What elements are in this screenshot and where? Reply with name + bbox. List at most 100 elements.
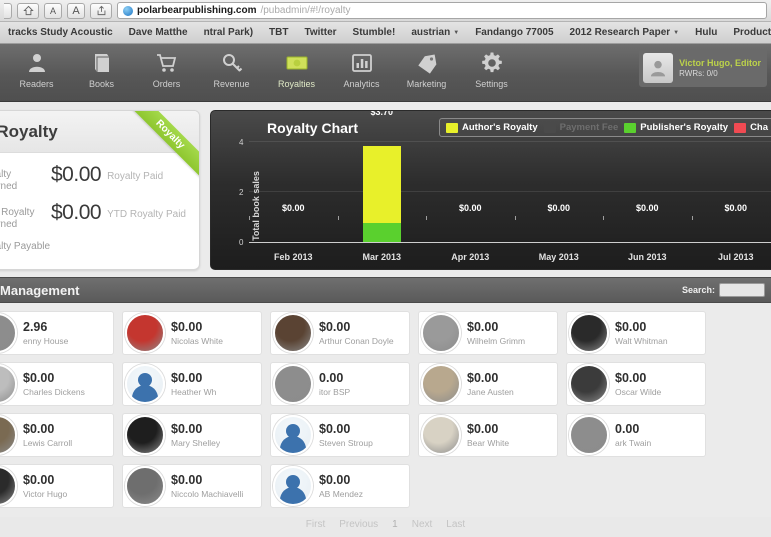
chart-bar-column: $0.00 [249,151,338,242]
user-rwrs: RWRs: 0/0 [679,68,718,78]
bookmark-item[interactable]: 2012 Research Paper ▼ [562,27,688,38]
author-royalty-card[interactable]: $0.00 Arthur Conan Doyle [270,311,410,355]
legend-label: Publisher's Royalty [640,122,729,133]
pagination: First Previous 1 Next Last [0,515,771,530]
author-avatar [0,313,17,353]
author-royalty-card[interactable]: $0.00 Jane Austen [418,362,558,406]
author-royalty-card[interactable]: 0.00 itor BSP [270,362,410,406]
pagination-last[interactable]: Last [446,519,466,530]
legend-entry[interactable]: Author's Royalty [446,122,538,133]
back-button[interactable] [4,2,12,19]
royalty-row-right-label: Royalty Paid [107,171,164,182]
nav-item-orders[interactable]: Orders [134,44,199,89]
bookmark-label: Twitter [304,27,337,38]
app-navigation: Readers Books Orders Revenue Royalties Analyt… [0,44,771,102]
author-royalty-card[interactable]: 0.00 ark Twain [566,413,706,457]
legend-entry[interactable]: Payment Fee [543,122,618,133]
url-domain: polarbearpublishing.com [137,5,257,16]
author-royalty-card[interactable]: $0.00 Nicolas White [122,311,262,355]
home-icon[interactable] [17,2,39,19]
x-axis-label: Apr 2013 [451,252,490,262]
author-avatar [421,313,461,353]
person-icon [25,50,49,76]
author-avatar [273,466,313,506]
chart-bar-column: $0.00 [426,151,515,242]
pagination-first[interactable]: First [305,519,326,530]
search-input[interactable] [719,283,765,297]
bookmark-item[interactable]: Hulu [687,27,725,38]
author-royalty-card[interactable]: $0.00 Oscar Wilde [566,362,706,406]
text-large-icon[interactable]: A [67,2,85,19]
x-axis-tick [514,216,516,220]
author-name: Heather Wh [171,386,217,397]
chart-bar-value-label: $0.00 [281,203,305,213]
author-royalty-card[interactable]: $0.00 Niccolo Machiavelli [122,464,262,508]
author-avatar [0,415,17,455]
nav-item-marketing[interactable]: Marketing [394,44,459,89]
nav-item-label: Analytics [343,79,380,89]
author-name: itor BSP [319,386,351,397]
bookmark-item[interactable]: ntral Park) [196,27,261,38]
nav-item-analytics[interactable]: Analytics [329,44,394,89]
dashboard-top: r Royalty Royalty oyalty Earned$0.00Roya… [0,102,771,277]
url-bar[interactable]: polarbearpublishing.com /pubadmin/#!/roy… [117,2,767,19]
bookmark-item[interactable]: Dave Matthe [121,27,196,38]
nav-item-label: Orders [152,79,181,89]
chart-title: Royalty Chart [267,120,359,136]
bookmark-item[interactable]: tracks Study Acoustic [0,27,121,38]
nav-item-books[interactable]: Books [69,44,134,89]
bookmark-item[interactable]: Twitter [297,27,345,38]
royalty-card-title: r Royalty [0,111,199,153]
author-name: ark Twain [615,437,652,448]
author-royalty-card[interactable]: 2.96 enny House [0,311,114,355]
nav-item-revenue[interactable]: Revenue [199,44,264,89]
bookmark-item[interactable]: austrian ▼ [403,27,467,38]
nav-item-settings[interactable]: Settings [459,44,524,89]
pagination-next[interactable]: Next [411,519,433,530]
author-avatar [273,415,313,455]
bookmark-label: austrian [411,27,451,38]
author-name: AB Mendez [319,488,363,499]
author-royalty-amount: $0.00 [319,421,351,436]
pagination-previous[interactable]: Previous [339,519,379,530]
user-menu[interactable]: Victor Hugo, Editor RWRs: 0/0 [639,49,767,87]
legend-entry[interactable]: Publisher's Royalty [624,122,728,133]
chart-bar-value-label: $0.00 [547,203,571,213]
text-small-icon[interactable]: A [44,2,62,19]
globe-icon [123,5,133,16]
pagination-1[interactable]: 1 [392,519,398,530]
y-axis-tick: 2 [239,188,244,197]
royalty-row-left-label: oyalty Earned [0,169,18,192]
author-royalty-card[interactable]: $0.00 Victor Hugo [0,464,114,508]
nav-item-royalties[interactable]: Royalties [264,44,329,89]
authors-grid-wrap: 2.96 enny House $0.00 Nicolas White $0.00 Art… [0,303,771,530]
user-name: Victor Hugo, Editor [679,57,761,68]
share-icon[interactable] [90,2,112,19]
chevron-down-icon: ▼ [673,29,680,36]
author-royalty-card[interactable]: $0.00 Steven Stroup [270,413,410,457]
bookmark-item[interactable]: Fandango 77005 [467,27,561,38]
author-avatar [421,364,461,404]
author-royalty-card[interactable]: $0.00 Heather Wh [122,362,262,406]
author-royalty-card[interactable]: $0.00 Lewis Carroll [0,413,114,457]
bookmark-label: TBT [269,27,289,38]
cart-icon [155,50,179,76]
chart-x-axis [249,242,771,243]
author-royalty-card[interactable]: $0.00 Charles Dickens [0,362,114,406]
chart-legend: Author's Royalty Payment Fee Publisher's R… [439,118,771,137]
author-royalty-card[interactable]: $0.00 Mary Shelley [122,413,262,457]
key-icon [220,50,244,76]
bookmarks-bar: tracks Study Acoustic Dave Matthe ntral Pa… [0,22,771,44]
author-royalty-card[interactable]: $0.00 Walt Whitman [566,311,706,355]
author-royalty-card[interactable]: $0.00 Bear White [418,413,558,457]
bookmark-item[interactable]: Products▼ [725,27,771,38]
author-royalty-card[interactable]: $0.00 Wilhelm Grimm [418,311,558,355]
nav-item-readers[interactable]: Readers [4,44,69,89]
bookmark-item[interactable]: TBT [261,27,296,38]
author-royalty-card[interactable]: $0.00 AB Mendez [270,464,410,508]
chart-bar-stack[interactable] [362,145,401,242]
bookmark-item[interactable]: Stumble! [345,27,404,38]
nav-item-label: Readers [19,79,54,89]
legend-entry[interactable]: Cha [734,122,768,133]
